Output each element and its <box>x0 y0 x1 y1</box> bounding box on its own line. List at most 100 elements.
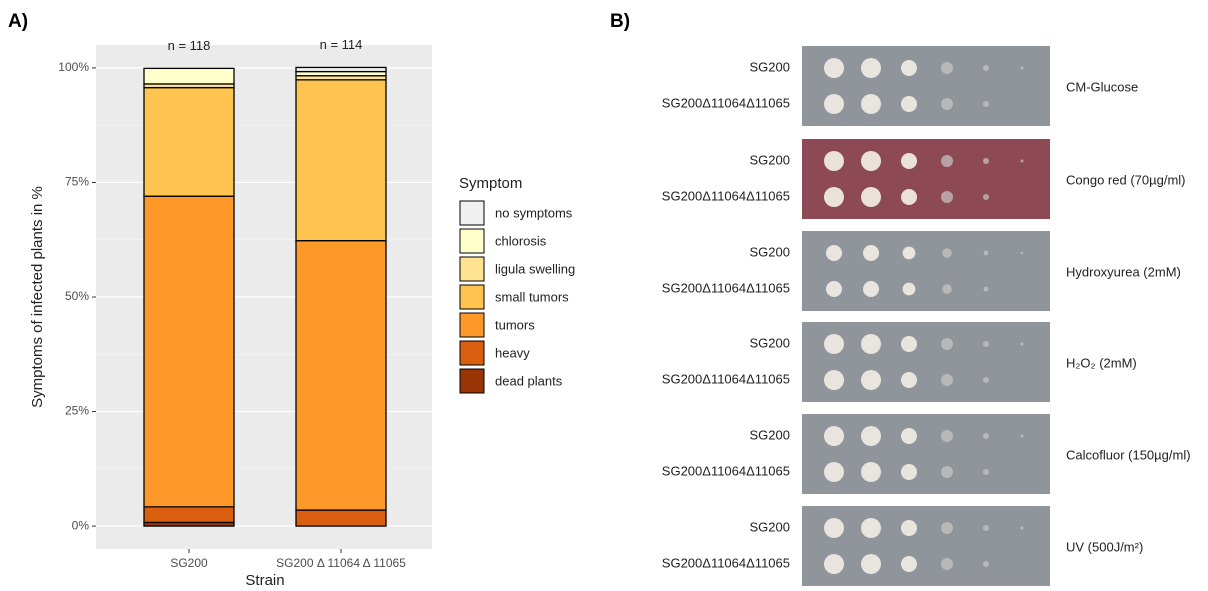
colony-spot <box>824 187 844 207</box>
colony-spot <box>861 187 881 207</box>
bar-segment <box>144 196 234 507</box>
legend-label: tumors <box>495 317 535 332</box>
colony-spot <box>901 428 917 444</box>
legend-key <box>460 369 484 393</box>
y-tick-label: 100% <box>58 60 89 74</box>
colony-spot <box>984 287 989 292</box>
colony-spot <box>901 372 917 388</box>
legend-key <box>460 201 484 225</box>
legend-label: ligula swelling <box>495 261 575 276</box>
colony-spot <box>863 245 879 261</box>
legend-key <box>460 229 484 253</box>
condition-label: Congo red (70µg/ml) <box>1066 172 1186 187</box>
colony-spot <box>983 525 989 531</box>
colony-spot <box>901 520 917 536</box>
colony-spot <box>826 245 842 261</box>
plate-image <box>802 139 1050 219</box>
colony-spot <box>983 65 989 71</box>
legend-key <box>460 285 484 309</box>
condition-label: Hydroxyurea (2mM) <box>1066 264 1181 279</box>
colony-spot <box>824 58 844 78</box>
colony-spot <box>941 62 953 74</box>
legend-label: dead plants <box>495 373 563 388</box>
colony-spot <box>942 248 952 258</box>
legend-title: Symptom <box>459 175 522 192</box>
colony-spot <box>983 158 989 164</box>
y-tick-label: 50% <box>65 289 89 303</box>
colony-spot <box>941 558 953 570</box>
colony-spot <box>824 334 844 354</box>
colony-spot <box>942 284 952 294</box>
colony-spot <box>941 338 953 350</box>
y-tick-label: 25% <box>65 404 89 418</box>
colony-spot <box>901 96 917 112</box>
colony-spot <box>901 189 917 205</box>
colony-spot <box>984 251 989 256</box>
legend-label: heavy <box>495 345 530 360</box>
plate-image <box>802 322 1050 402</box>
colony-spot <box>1021 527 1024 530</box>
bar-segment <box>296 510 386 526</box>
legend-label: no symptoms <box>495 205 573 220</box>
colony-spot <box>983 341 989 347</box>
bar-segment <box>144 68 234 84</box>
plate-image <box>802 414 1050 494</box>
colony-spot <box>861 554 881 574</box>
colony-spot <box>1021 160 1024 163</box>
strain-label: SG200Δ11064Δ11065 <box>662 371 790 386</box>
colony-spot <box>861 94 881 114</box>
colony-spot <box>901 153 917 169</box>
colony-spot <box>1021 435 1024 438</box>
x-tick-label: SG200 <box>170 556 208 570</box>
condition-label: CM-Glucose <box>1066 79 1138 94</box>
legend-label: chlorosis <box>495 233 547 248</box>
colony-spot <box>861 334 881 354</box>
colony-spot <box>941 430 953 442</box>
colony-spot <box>901 336 917 352</box>
colony-spot <box>824 462 844 482</box>
colony-spot <box>941 522 953 534</box>
colony-spot <box>983 194 989 200</box>
y-tick-label: 0% <box>72 518 90 532</box>
colony-spot <box>861 426 881 446</box>
bar-segment <box>144 88 234 197</box>
figure: A) B) Symptoms of infected plants in % S… <box>0 0 1208 591</box>
colony-spot <box>824 94 844 114</box>
colony-spot <box>901 464 917 480</box>
strain-label: SG200 <box>750 152 790 167</box>
colony-spot <box>824 426 844 446</box>
legend-key <box>460 257 484 281</box>
condition-label: UV (500J/m²) <box>1066 539 1143 554</box>
legend-label: small tumors <box>495 289 569 304</box>
strain-label: SG200Δ11064Δ11065 <box>662 555 790 570</box>
strain-label: SG200 <box>750 427 790 442</box>
strain-label: SG200 <box>750 244 790 259</box>
colony-spot <box>1021 67 1024 70</box>
colony-spot <box>1021 252 1023 254</box>
colony-spot <box>941 155 953 167</box>
colony-spot <box>826 281 842 297</box>
bar-segment <box>296 80 386 241</box>
colony-spot <box>861 518 881 538</box>
strain-label: SG200Δ11064Δ11065 <box>662 95 790 110</box>
colony-spot <box>863 281 879 297</box>
colony-spot <box>903 247 916 260</box>
bar-segment <box>296 241 386 510</box>
bar-annotation: n = 118 <box>168 38 211 53</box>
colony-spot <box>901 556 917 572</box>
legend-key <box>460 341 484 365</box>
bar-annotation: n = 114 <box>320 37 363 52</box>
colony-spot <box>1021 343 1024 346</box>
colony-spot <box>901 60 917 76</box>
strain-label: SG200 <box>750 335 790 350</box>
colony-spot <box>861 462 881 482</box>
strain-label: SG200Δ11064Δ11065 <box>662 280 790 295</box>
colony-spot <box>983 469 989 475</box>
colony-spot <box>824 518 844 538</box>
colony-spot <box>861 370 881 390</box>
x-tick-label: SG200 Δ 11064 Δ 11065 <box>276 556 406 570</box>
colony-spot <box>903 283 916 296</box>
strain-label: SG200Δ11064Δ11065 <box>662 188 790 203</box>
condition-label: H₂O₂ (2mM) <box>1066 355 1137 370</box>
condition-label: Calcofluor (150µg/ml) <box>1066 447 1191 462</box>
